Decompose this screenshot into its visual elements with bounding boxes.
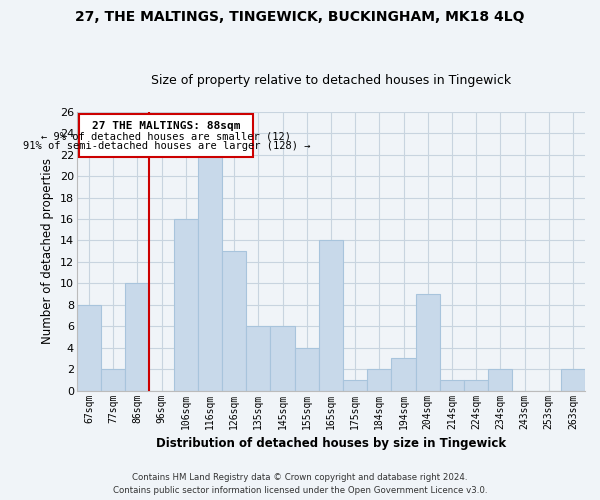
Bar	[464, 380, 488, 390]
Text: 27, THE MALTINGS, TINGEWICK, BUCKINGHAM, MK18 4LQ: 27, THE MALTINGS, TINGEWICK, BUCKINGHAM,…	[75, 10, 525, 24]
X-axis label: Distribution of detached houses by size in Tingewick: Distribution of detached houses by size …	[156, 437, 506, 450]
Bar	[416, 294, 440, 390]
Y-axis label: Number of detached properties: Number of detached properties	[41, 158, 54, 344]
Bar	[488, 369, 512, 390]
Bar	[561, 369, 585, 390]
FancyBboxPatch shape	[79, 114, 253, 157]
Bar	[367, 369, 391, 390]
Bar	[391, 358, 416, 390]
Bar	[173, 219, 198, 390]
Bar	[222, 251, 246, 390]
Bar	[319, 240, 343, 390]
Text: ← 9% of detached houses are smaller (12): ← 9% of detached houses are smaller (12)	[41, 131, 292, 141]
Bar	[440, 380, 464, 390]
Text: 27 THE MALTINGS: 88sqm: 27 THE MALTINGS: 88sqm	[92, 122, 241, 132]
Text: Contains HM Land Registry data © Crown copyright and database right 2024.
Contai: Contains HM Land Registry data © Crown c…	[113, 473, 487, 495]
Bar	[125, 284, 149, 391]
Bar	[271, 326, 295, 390]
Bar	[343, 380, 367, 390]
Bar	[77, 305, 101, 390]
Title: Size of property relative to detached houses in Tingewick: Size of property relative to detached ho…	[151, 74, 511, 87]
Bar	[101, 369, 125, 390]
Text: 91% of semi-detached houses are larger (128) →: 91% of semi-detached houses are larger (…	[23, 140, 310, 150]
Bar	[246, 326, 271, 390]
Bar	[198, 154, 222, 390]
Bar	[295, 348, 319, 391]
